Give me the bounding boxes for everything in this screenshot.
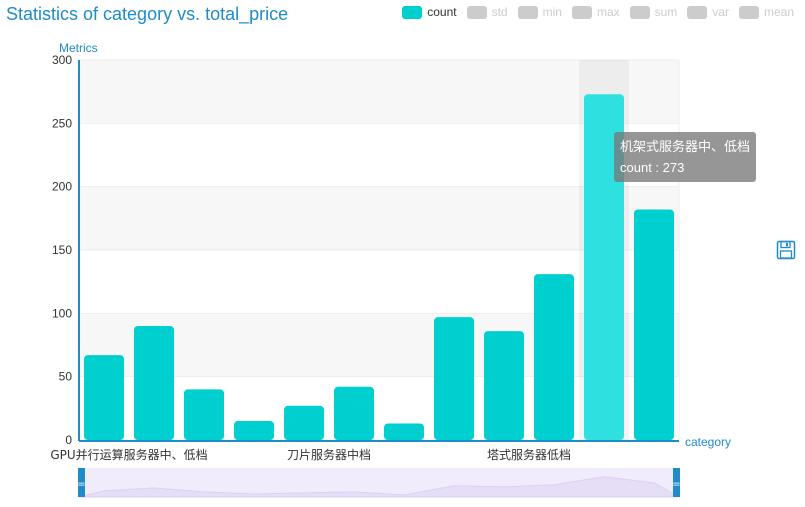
- y-axis-title: Metrics: [59, 41, 98, 55]
- legend-swatch: [466, 5, 487, 19]
- legend-label: max: [596, 5, 620, 19]
- legend-label: count: [427, 5, 457, 19]
- datazoom-left-grip-icon: =: [77, 479, 85, 490]
- bar[interactable]: [384, 423, 424, 440]
- legend-swatch: [571, 5, 592, 19]
- legend-label: sum: [654, 5, 678, 19]
- save-as-image-icon[interactable]: [776, 240, 796, 260]
- legend: count std min max sum var mean: [402, 5, 794, 19]
- x-tick-label: 刀片服务器中档: [287, 447, 371, 462]
- legend-swatch: [629, 5, 650, 19]
- x-tick-label: GPU并行运算服务器中、低档: [50, 447, 207, 462]
- legend-label: mean: [763, 5, 794, 19]
- y-tick-label: 0: [65, 433, 72, 447]
- bar-tooltip: 机架式服务器中、低档 count : 273: [614, 132, 757, 182]
- grid-band: [79, 313, 679, 377]
- legend-item-sum[interactable]: sum: [629, 5, 678, 19]
- bar[interactable]: [284, 405, 324, 440]
- bar[interactable]: [534, 274, 574, 440]
- datazoom-left-handle[interactable]: [78, 468, 85, 497]
- y-tick-label: 100: [52, 306, 72, 320]
- bar[interactable]: [184, 389, 224, 440]
- chart-title: Statistics of category vs. total_price: [6, 4, 289, 24]
- y-tick-label: 300: [52, 53, 72, 67]
- legend-item-std[interactable]: std: [466, 5, 508, 19]
- datazoom-sparkline: [78, 476, 681, 498]
- legend-item-min[interactable]: min: [517, 5, 562, 19]
- legend-swatch: [687, 5, 708, 19]
- legend-swatch: [738, 5, 759, 19]
- legend-swatch: [402, 5, 423, 19]
- x-axis-title: category: [685, 435, 731, 449]
- grid-band: [79, 186, 679, 250]
- legend-label: min: [542, 5, 562, 19]
- legend-label: std: [491, 5, 508, 19]
- y-tick-label: 150: [52, 243, 72, 257]
- legend-item-mean[interactable]: mean: [738, 5, 794, 19]
- legend-item-count[interactable]: count: [402, 5, 457, 19]
- bar[interactable]: [334, 386, 374, 440]
- datazoom-right-handle[interactable]: [673, 468, 680, 497]
- x-tick-label: 塔式服务器低档: [487, 447, 571, 462]
- legend-item-max[interactable]: max: [571, 5, 620, 19]
- datazoom-right-grip-icon: =: [672, 479, 680, 490]
- legend-item-var[interactable]: var: [687, 5, 729, 19]
- y-tick-label: 50: [59, 370, 73, 384]
- bar[interactable]: [484, 331, 524, 440]
- bar[interactable]: [434, 317, 474, 440]
- y-tick-label: 250: [52, 116, 72, 130]
- legend-label: var: [712, 5, 729, 19]
- tooltip-category: 机架式服务器中、低档: [620, 139, 751, 154]
- tooltip-value: count : 273: [620, 160, 685, 175]
- legend-swatch: [517, 5, 538, 19]
- bar[interactable]: [234, 421, 274, 440]
- y-tick-label: 200: [52, 180, 72, 194]
- grid-band: [79, 60, 679, 124]
- bar[interactable]: [134, 326, 174, 440]
- bar[interactable]: [84, 355, 124, 440]
- bar[interactable]: [634, 209, 674, 440]
